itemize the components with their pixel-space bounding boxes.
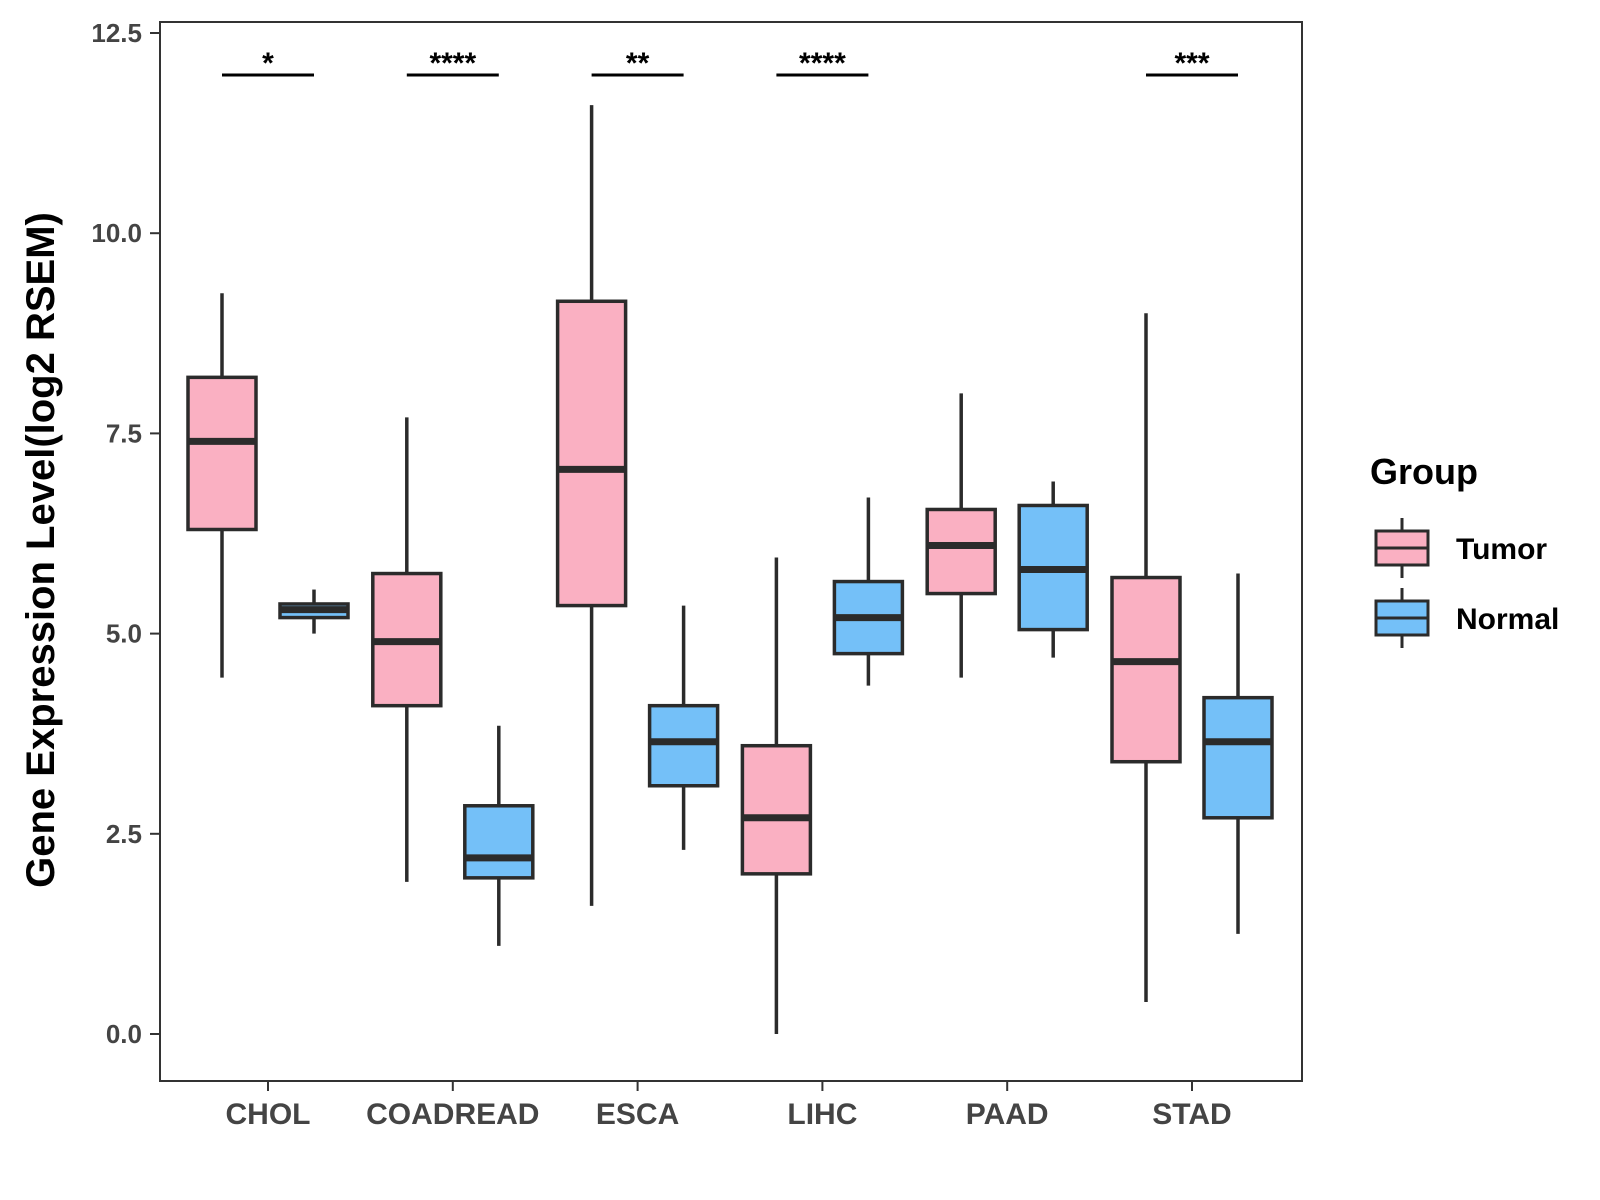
significance-label: **** bbox=[429, 47, 476, 80]
x-tick-label: COADREAD bbox=[366, 1098, 539, 1131]
plot-panel-border bbox=[159, 21, 1303, 1082]
box-normal-lihc bbox=[832, 497, 905, 686]
legend-item-tumor: Tumor bbox=[1374, 518, 1547, 578]
y-tick-label: 5.0 bbox=[106, 619, 142, 649]
significance-label: ** bbox=[626, 47, 650, 80]
legend-label: Normal bbox=[1456, 603, 1559, 636]
box-normal-chol bbox=[278, 589, 350, 634]
x-tick-label: CHOL bbox=[226, 1098, 311, 1131]
plot-area: * **** ** **** *** bbox=[186, 47, 1274, 1034]
x-tick-label: LIHC bbox=[787, 1098, 857, 1131]
box-tumor-coadread bbox=[371, 417, 443, 882]
box-tumor-paad bbox=[925, 393, 997, 678]
y-axis-title: Gene Expression Level(log2 RSEM) bbox=[19, 212, 63, 888]
legend-item-normal: Normal bbox=[1374, 588, 1559, 648]
box-tumor-stad bbox=[1110, 313, 1182, 1002]
box-iqr bbox=[186, 375, 258, 532]
box-iqr bbox=[463, 804, 535, 880]
box-normal-paad bbox=[1017, 481, 1089, 658]
box-normal-coadread bbox=[463, 725, 535, 946]
legend-label: Tumor bbox=[1456, 533, 1547, 566]
box-iqr bbox=[925, 507, 997, 596]
legend-title: Group bbox=[1370, 451, 1478, 492]
box-normal-esca bbox=[647, 605, 720, 850]
y-tick-label: 2.5 bbox=[106, 819, 142, 849]
box-iqr bbox=[740, 743, 813, 876]
box-iqr bbox=[647, 703, 720, 788]
legend: Group Tumor Normal bbox=[1370, 451, 1559, 648]
significance-label: *** bbox=[1174, 47, 1209, 80]
significance-label: * bbox=[262, 47, 274, 80]
axes: 0.0 2.5 5.0 7.5 10.0 12.5 Gene Expression Leve… bbox=[19, 18, 1303, 1131]
x-tick-label: STAD bbox=[1152, 1098, 1231, 1131]
box-tumor-chol bbox=[186, 293, 258, 678]
y-tick-label: 10.0 bbox=[91, 218, 142, 248]
y-tick-label: 0.0 bbox=[106, 1019, 142, 1049]
significance-label: **** bbox=[799, 47, 846, 80]
box-iqr bbox=[1110, 575, 1182, 764]
y-tick-label: 12.5 bbox=[91, 18, 142, 48]
box-tumor-esca bbox=[555, 105, 628, 906]
y-tick-label: 7.5 bbox=[106, 418, 142, 448]
box-iqr bbox=[1202, 695, 1274, 820]
box-tumor-lihc bbox=[740, 557, 813, 1034]
x-tick-label: PAAD bbox=[966, 1098, 1049, 1131]
x-tick-label: ESCA bbox=[596, 1098, 679, 1131]
box-normal-stad bbox=[1202, 573, 1274, 934]
box-iqr bbox=[555, 299, 628, 608]
